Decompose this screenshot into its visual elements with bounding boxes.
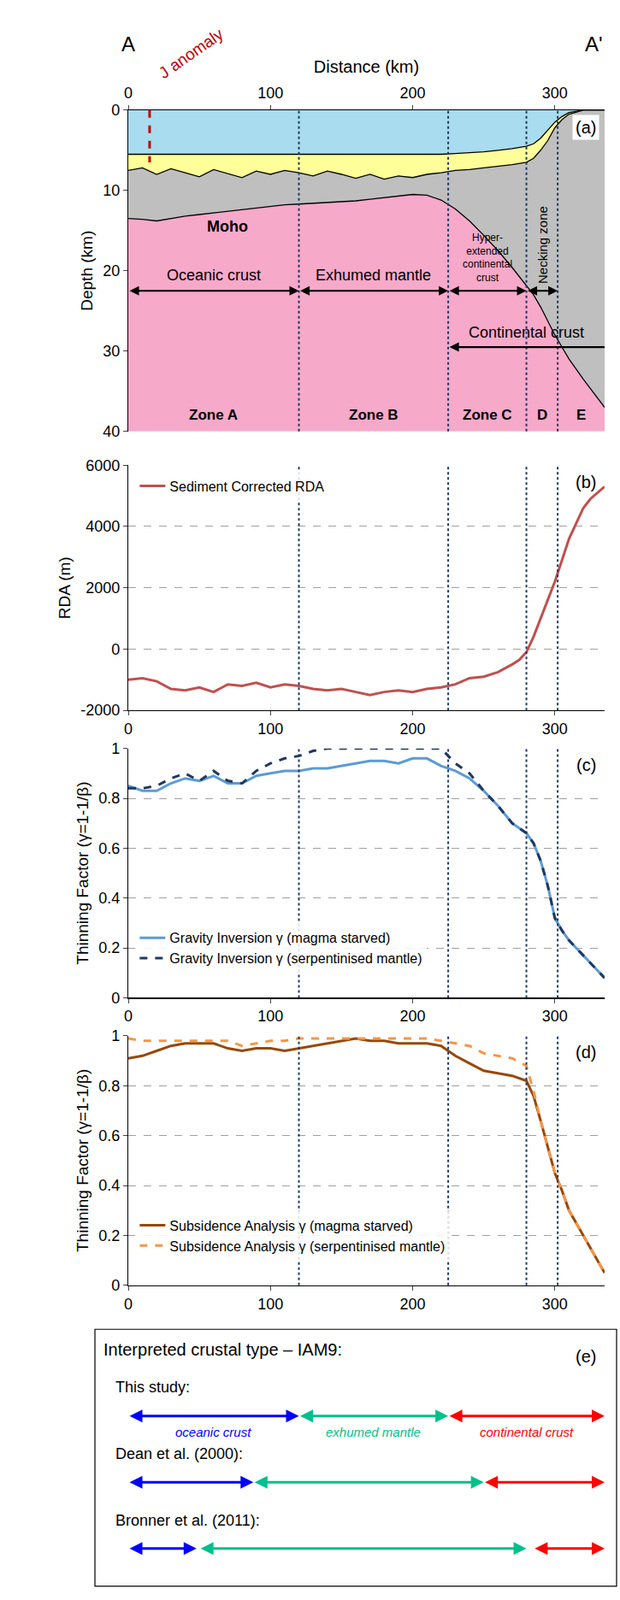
svg-text:0.4: 0.4	[98, 1177, 120, 1195]
svg-text:300: 300	[542, 720, 568, 739]
svg-text:0.8: 0.8	[98, 1078, 120, 1096]
svg-text:0.4: 0.4	[98, 890, 120, 908]
svg-text:D: D	[537, 407, 548, 424]
svg-text:Moho: Moho	[206, 218, 248, 236]
svg-text:(b): (b)	[575, 472, 597, 492]
svg-text:Necking zone: Necking zone	[535, 206, 550, 284]
svg-text:40: 40	[102, 423, 120, 441]
svg-text:100: 100	[257, 1296, 284, 1314]
svg-text:A': A'	[584, 32, 603, 56]
svg-text:Interpreted crustal type – IAM: Interpreted crustal type – IAM9:	[103, 1340, 343, 1360]
svg-text:Distance (km): Distance (km)	[313, 57, 420, 77]
svg-text:E: E	[576, 407, 586, 424]
svg-text:300: 300	[542, 1008, 568, 1026]
svg-text:200: 200	[400, 1296, 426, 1314]
svg-text:0.8: 0.8	[98, 790, 120, 808]
svg-text:continental crust: continental crust	[479, 1425, 574, 1441]
svg-text:2000: 2000	[85, 579, 120, 597]
svg-text:0: 0	[124, 1296, 133, 1314]
svg-text:Gravity Inversion γ (serpentin: Gravity Inversion γ (serpentinised mantl…	[169, 951, 422, 967]
svg-text:RDA (m): RDA (m)	[55, 556, 74, 620]
svg-text:0.2: 0.2	[98, 1228, 120, 1246]
svg-text:200: 200	[400, 720, 426, 739]
svg-text:0.6: 0.6	[98, 840, 120, 858]
svg-text:100: 100	[257, 84, 284, 102]
svg-text:0: 0	[124, 720, 133, 739]
svg-text:0: 0	[111, 990, 120, 1008]
svg-text:exhumed mantle: exhumed mantle	[325, 1425, 421, 1441]
svg-text:Thinning Factor (γ=1-1/β): Thinning Factor (γ=1-1/β)	[73, 781, 92, 965]
svg-text:300: 300	[542, 1296, 568, 1314]
svg-text:1: 1	[111, 740, 120, 758]
svg-text:0.2: 0.2	[98, 939, 120, 957]
svg-text:0: 0	[111, 641, 120, 659]
svg-text:Zone C: Zone C	[462, 407, 513, 424]
svg-text:Oceanic crust: Oceanic crust	[166, 266, 261, 284]
svg-text:10: 10	[102, 182, 120, 200]
svg-text:Exhumed mantle: Exhumed mantle	[315, 266, 432, 284]
svg-text:Dean et al. (2000):: Dean et al. (2000):	[115, 1446, 243, 1464]
svg-text:Continental crust: Continental crust	[468, 324, 585, 342]
svg-text:This study:: This study:	[115, 1379, 190, 1397]
svg-text:Thinning Factor (γ=1-1/β): Thinning Factor (γ=1-1/β)	[73, 1069, 92, 1253]
svg-text:Subsidence Analysis γ (magma s: Subsidence Analysis γ (magma starved)	[169, 1219, 414, 1235]
svg-text:0: 0	[124, 84, 133, 102]
svg-text:0: 0	[111, 101, 120, 119]
svg-text:200: 200	[400, 84, 426, 102]
svg-text:Depth (km): Depth (km)	[77, 230, 96, 312]
svg-text:(e): (e)	[575, 1347, 597, 1367]
svg-text:(c): (c)	[576, 755, 597, 775]
svg-text:Hyper-extendedcontinentalcrust: Hyper-extendedcontinentalcrust	[462, 231, 513, 284]
svg-text:Gravity Inversion γ (magma sta: Gravity Inversion γ (magma starved)	[169, 931, 390, 946]
svg-text:-2000: -2000	[80, 702, 120, 720]
svg-text:oceanic crust: oceanic crust	[175, 1425, 252, 1441]
svg-text:Bronner et al. (2011):: Bronner et al. (2011):	[115, 1512, 260, 1530]
svg-text:20: 20	[102, 262, 120, 280]
svg-text:0: 0	[124, 1008, 133, 1026]
svg-text:Subsidence Analysis γ (serpent: Subsidence Analysis γ (serpentinised man…	[169, 1240, 445, 1255]
svg-text:A: A	[121, 32, 136, 56]
svg-text:1: 1	[111, 1027, 120, 1046]
svg-text:(d): (d)	[575, 1043, 597, 1063]
svg-text:30: 30	[102, 342, 120, 361]
svg-text:100: 100	[257, 720, 284, 739]
svg-text:J anomaly: J anomaly	[155, 24, 227, 83]
svg-text:0: 0	[111, 1277, 120, 1295]
svg-text:200: 200	[400, 1008, 426, 1026]
svg-text:(a): (a)	[575, 118, 597, 137]
svg-text:100: 100	[257, 1008, 284, 1026]
svg-text:Zone A: Zone A	[188, 407, 238, 424]
svg-text:0.6: 0.6	[98, 1127, 120, 1146]
svg-text:300: 300	[542, 84, 568, 102]
svg-text:Sediment Corrected RDA: Sediment Corrected RDA	[169, 479, 325, 495]
svg-text:4000: 4000	[85, 518, 120, 536]
svg-text:Zone B: Zone B	[348, 407, 399, 424]
svg-text:6000: 6000	[85, 457, 120, 475]
